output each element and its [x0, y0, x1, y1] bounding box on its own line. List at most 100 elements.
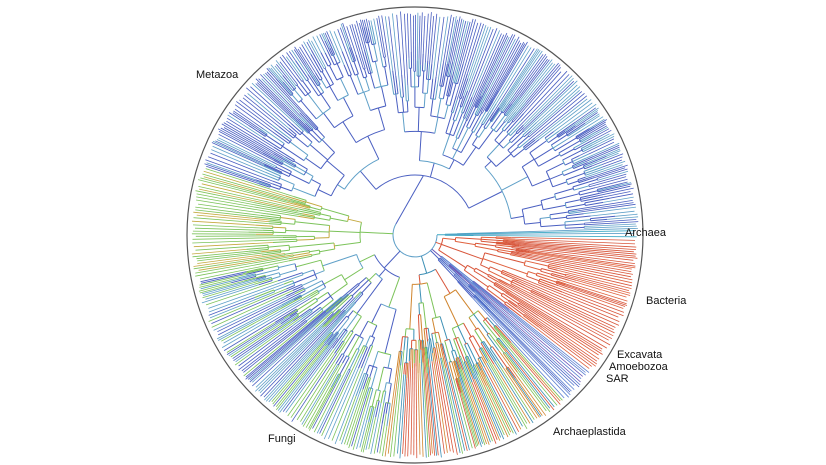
branch — [304, 122, 313, 131]
branch — [437, 16, 449, 85]
branch — [266, 71, 307, 115]
branch — [548, 265, 558, 269]
branch — [422, 348, 431, 456]
branch — [254, 170, 279, 181]
branch — [476, 86, 488, 108]
branch — [422, 340, 426, 356]
branch — [453, 112, 463, 136]
branch — [526, 275, 540, 282]
branch — [486, 34, 514, 88]
branch — [200, 273, 244, 284]
branch — [340, 23, 350, 48]
branch — [468, 284, 487, 302]
branch — [343, 64, 350, 77]
branch — [580, 203, 636, 213]
branch — [530, 249, 635, 264]
branch — [230, 275, 257, 284]
branch — [503, 240, 525, 243]
branch — [380, 390, 384, 404]
branch — [334, 241, 361, 247]
branch — [492, 41, 528, 102]
branch — [482, 103, 497, 125]
branch — [520, 70, 568, 122]
branch — [609, 193, 634, 199]
label-metazoa: Metazoa — [196, 69, 239, 81]
branch — [437, 342, 442, 359]
outer-ring — [186, 6, 644, 464]
branch — [355, 54, 365, 79]
branch — [328, 293, 349, 312]
branch — [471, 30, 500, 98]
branch — [472, 281, 481, 288]
branch — [274, 65, 284, 76]
branch — [437, 259, 459, 282]
branch — [453, 66, 460, 84]
branch — [195, 190, 298, 212]
branch — [234, 104, 274, 133]
branch — [384, 382, 387, 392]
branch — [515, 377, 543, 416]
branch — [401, 97, 405, 113]
branch — [191, 249, 247, 255]
branch — [511, 245, 534, 250]
branch — [198, 186, 300, 210]
branch — [291, 49, 309, 75]
branch — [562, 291, 624, 317]
branch — [456, 378, 462, 394]
branch — [533, 248, 634, 261]
branch — [511, 237, 636, 241]
branch — [298, 118, 312, 132]
branch — [275, 166, 291, 175]
branch-arc — [363, 68, 366, 70]
branch — [263, 128, 285, 145]
branch — [339, 296, 354, 311]
branch — [522, 80, 575, 131]
branch — [212, 145, 265, 170]
branch — [195, 209, 255, 218]
branch — [320, 52, 329, 67]
branch — [258, 78, 299, 119]
branch — [445, 112, 453, 134]
branch — [361, 19, 365, 28]
branch — [579, 133, 590, 140]
branch — [468, 337, 481, 359]
branch — [442, 76, 449, 100]
branch — [444, 104, 449, 119]
branch — [488, 270, 512, 283]
branch — [324, 296, 342, 312]
branch — [249, 305, 336, 383]
branch — [301, 132, 313, 143]
branch — [246, 87, 288, 124]
branch — [302, 364, 340, 427]
branch — [271, 161, 292, 173]
branch — [258, 183, 270, 188]
branch — [522, 204, 543, 210]
branch-arc — [305, 91, 311, 97]
branch — [431, 333, 435, 348]
branch — [450, 16, 461, 64]
branch — [358, 277, 367, 285]
branch — [292, 60, 307, 82]
branch — [578, 177, 595, 184]
branch — [278, 126, 294, 139]
branch — [590, 126, 609, 137]
branch — [203, 280, 254, 296]
branch — [443, 296, 459, 327]
branch — [498, 350, 547, 416]
branch — [351, 23, 366, 69]
branch — [536, 272, 561, 281]
branch-arc — [545, 171, 554, 187]
branch — [335, 294, 349, 307]
branch — [460, 393, 477, 447]
branch — [515, 250, 525, 253]
branch — [413, 363, 415, 456]
branch — [279, 238, 297, 241]
branch — [510, 253, 522, 257]
branch-arc — [354, 301, 356, 304]
branch-arc — [262, 268, 264, 271]
branch — [226, 317, 285, 355]
branch-arc — [370, 105, 386, 111]
branch — [334, 330, 348, 350]
branch — [425, 347, 429, 368]
branch — [215, 140, 265, 165]
